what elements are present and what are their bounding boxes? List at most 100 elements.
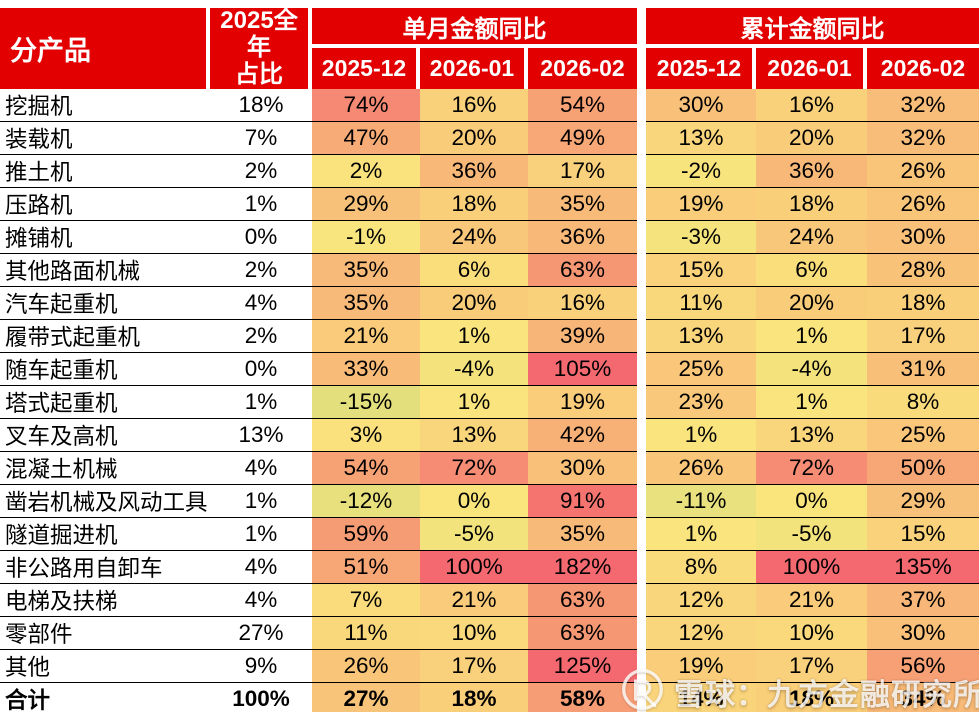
monthly-value-cell: 33% [312,352,420,386]
product-cell: 零部件 [0,616,210,650]
monthly-yoy-group-header: 单月金额同比 [312,8,637,49]
cumulative-value-cell: 0% [756,484,867,518]
product-cell: 推土机 [0,154,210,188]
cumulative-value-cell: 1% [646,517,756,551]
monthly-value-cell: 54% [312,451,420,485]
product-cell: 隧道掘进机 [0,517,210,551]
monthly-value-cell: 63% [528,583,637,617]
share-cell: 4% [210,550,312,584]
product-yoy-heatmap-table: 分产品 2025全年 占比 单月金额同比 累计金额同比 2025-12 2026… [0,7,979,712]
monthly-value-cell: 47% [312,121,420,155]
cumulative-value-cell: 34% [867,682,979,712]
cumulative-value-cell: 56% [867,649,979,683]
monthly-value-cell: 16% [420,88,528,122]
share-cell: 4% [210,583,312,617]
monthly-value-cell: 63% [528,616,637,650]
table-row: 隧道掘进机 1% 59% -5% 35% 1% -5% 15% [0,517,979,551]
monthly-value-cell: 10% [420,616,528,650]
group-divider-cell [637,517,646,551]
share-cell: 2% [210,253,312,287]
group-divider-cell [637,682,646,712]
group-divider-cell [637,154,646,188]
cumulative-value-cell: 135% [867,550,979,584]
cumulative-value-cell: 32% [867,121,979,155]
cumulative-value-cell: 24% [756,220,867,254]
cumulative-value-cell: 6% [756,253,867,287]
cumulative-value-cell: 19% [646,187,756,221]
product-cell: 汽车起重机 [0,286,210,320]
monthly-value-cell: 21% [312,319,420,353]
share-cell: 1% [210,187,312,221]
share-cell: 9% [210,649,312,683]
cumulative-value-cell: 17% [756,649,867,683]
cumulative-value-cell: 8% [867,385,979,419]
monthly-value-cell: 59% [312,517,420,551]
cumulative-value-cell: 18% [756,187,867,221]
table-row: 凿岩机械及风动工具 1% -12% 0% 91% -11% 0% 29% [0,484,979,518]
cumulative-value-cell: 1% [646,418,756,452]
group-divider-cell [637,121,646,155]
share-cell: 100% [210,682,312,712]
monthly-value-cell: -4% [420,352,528,386]
monthly-value-cell: 30% [528,451,637,485]
share-cell: 0% [210,220,312,254]
product-column-header: 分产品 [0,8,210,89]
monthly-value-cell: 27% [312,682,420,712]
product-cell: 随车起重机 [0,352,210,386]
monthly-value-cell: 35% [312,253,420,287]
product-cell: 挖掘机 [0,88,210,122]
monthly-value-cell: 58% [528,682,637,712]
monthly-value-cell: 0% [420,484,528,518]
share-cell: 1% [210,517,312,551]
cumulative-value-cell: 29% [867,484,979,518]
monthly-value-cell: 18% [420,187,528,221]
monthly-value-cell: 20% [420,121,528,155]
table-row: 其他路面机械 2% 35% 6% 63% 15% 6% 28% [0,253,979,287]
group-divider-cell [637,451,646,485]
cumulative-value-cell: 30% [867,616,979,650]
monthly-value-cell: 54% [528,88,637,122]
monthly-month-header-2: 2026-01 [420,48,528,89]
monthly-value-cell: 17% [420,649,528,683]
share-cell: 0% [210,352,312,386]
cumulative-value-cell: 25% [867,418,979,452]
monthly-value-cell: 72% [420,451,528,485]
share-cell: 2% [210,154,312,188]
product-cell: 压路机 [0,187,210,221]
cumulative-value-cell: 15% [867,517,979,551]
cumulative-value-cell: 20% [756,121,867,155]
cumulative-value-cell: 11% [646,286,756,320]
group-divider-cell [637,286,646,320]
monthly-value-cell: 51% [312,550,420,584]
table-row: 履带式起重机 2% 21% 1% 39% 13% 1% 17% [0,319,979,353]
monthly-value-cell: 1% [420,385,528,419]
monthly-value-cell: 63% [528,253,637,287]
monthly-value-cell: 39% [528,319,637,353]
monthly-value-cell: 16% [528,286,637,320]
cumulative-value-cell: 18% [867,286,979,320]
group-divider-cell [637,583,646,617]
table-row: 汽车起重机 4% 35% 20% 16% 11% 20% 18% [0,286,979,320]
monthly-value-cell: 13% [420,418,528,452]
table-row: 摊铺机 0% -1% 24% 36% -3% 24% 30% [0,220,979,254]
share-cell: 1% [210,385,312,419]
cumulative-value-cell: 12% [646,583,756,617]
product-cell: 履带式起重机 [0,319,210,353]
monthly-value-cell: 49% [528,121,637,155]
monthly-value-cell: 2% [312,154,420,188]
group-divider-cell [637,649,646,683]
share-header-line2: 占比 [235,60,283,88]
monthly-month-header-3: 2026-02 [528,48,637,89]
monthly-value-cell: 6% [420,253,528,287]
table-body: 挖掘机 18% 74% 16% 54% 30% 16% 32% 装载机 7% 47% 20% 49% 13… [0,88,979,712]
monthly-value-cell: 26% [312,649,420,683]
share-cell: 13% [210,418,312,452]
monthly-value-cell: 29% [312,187,420,221]
group-divider-cell [637,187,646,221]
monthly-value-cell: 105% [528,352,637,386]
monthly-value-cell: 11% [312,616,420,650]
table-row: 随车起重机 0% 33% -4% 105% 25% -4% 31% [0,352,979,386]
table-row: 塔式起重机 1% -15% 1% 19% 23% 1% 8% [0,385,979,419]
monthly-value-cell: 125% [528,649,637,683]
cumulative-value-cell: 12% [646,616,756,650]
